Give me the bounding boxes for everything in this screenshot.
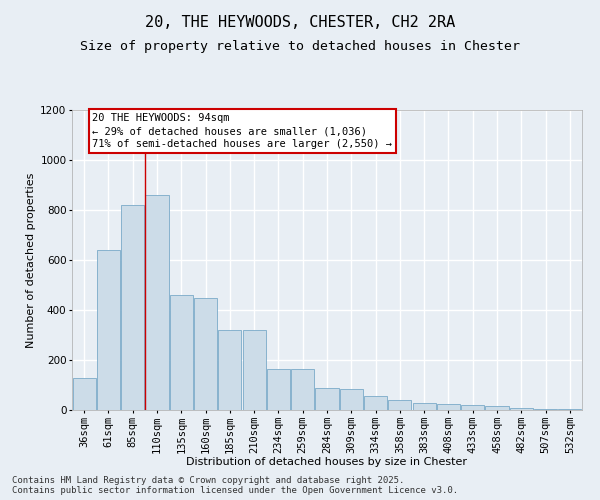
Text: 20 THE HEYWOODS: 94sqm
← 29% of detached houses are smaller (1,036)
71% of semi-: 20 THE HEYWOODS: 94sqm ← 29% of detached… (92, 113, 392, 150)
Bar (461, 405, 484, 410)
Text: Size of property relative to detached houses in Chester: Size of property relative to detached ho… (80, 40, 520, 53)
Text: 20, THE HEYWOODS, CHESTER, CH2 2RA: 20, THE HEYWOODS, CHESTER, CH2 2RA (145, 15, 455, 30)
Bar (291, 369, 314, 410)
X-axis label: Distribution of detached houses by size in Chester: Distribution of detached houses by size … (187, 457, 467, 467)
Text: Contains HM Land Registry data © Crown copyright and database right 2025.
Contai: Contains HM Land Registry data © Crown c… (12, 476, 458, 495)
Bar (510, 408, 533, 410)
Bar (485, 406, 509, 410)
Bar (559, 409, 581, 410)
Bar (170, 295, 193, 410)
Bar (340, 389, 363, 410)
Bar (364, 396, 387, 410)
Bar (121, 205, 144, 410)
Bar (267, 369, 290, 410)
Bar (218, 330, 241, 410)
Y-axis label: Number of detached properties: Number of detached properties (26, 172, 36, 348)
Bar (97, 250, 120, 410)
Bar (73, 378, 95, 410)
Bar (437, 404, 460, 410)
Bar (388, 400, 412, 410)
Bar (194, 298, 217, 410)
Bar (145, 195, 169, 410)
Bar (242, 330, 266, 410)
Bar (534, 409, 557, 410)
Bar (316, 388, 338, 410)
Bar (413, 402, 436, 410)
